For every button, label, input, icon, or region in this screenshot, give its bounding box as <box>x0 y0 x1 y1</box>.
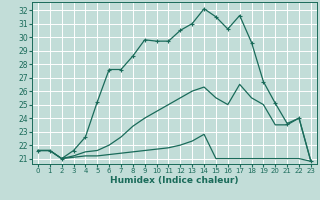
X-axis label: Humidex (Indice chaleur): Humidex (Indice chaleur) <box>110 176 239 185</box>
